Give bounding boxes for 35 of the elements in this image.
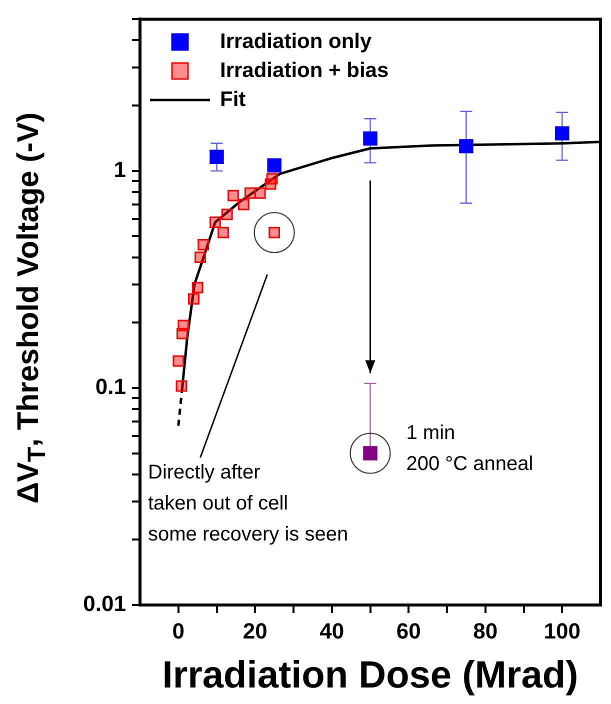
legend-label: Fit (220, 88, 246, 112)
y-tick-label: 0.01 (83, 591, 126, 616)
point (244, 187, 256, 199)
point (254, 187, 266, 199)
point (192, 282, 204, 294)
point (172, 355, 184, 367)
point (198, 239, 210, 250)
x-tick-label: 60 (396, 618, 421, 644)
y-tick-label: 0.1 (95, 374, 126, 400)
point (221, 208, 233, 220)
point (194, 252, 206, 263)
y-tick-label: 1 (114, 156, 126, 182)
annotation: Directly after taken out of cell some recovery is seen (148, 462, 348, 546)
legend-label: Irradiation only (220, 30, 372, 54)
annotation: 1 min 200 °C anneal (406, 422, 534, 475)
x-tick-label: 40 (320, 618, 344, 644)
point (210, 216, 221, 228)
point (238, 198, 250, 210)
point (210, 150, 224, 164)
point (228, 190, 239, 202)
x-axis-title: Irradiation Dose (Mrad) (162, 654, 578, 697)
x-tick-label: 80 (473, 618, 498, 644)
point (555, 126, 570, 140)
x-tick-label: 100 (544, 618, 580, 644)
legend-label: Irradiation + bias (220, 58, 389, 83)
point (188, 293, 200, 305)
point (266, 173, 278, 184)
x-tick-label: 20 (242, 618, 268, 644)
point (267, 158, 282, 173)
point (363, 131, 378, 146)
point (176, 328, 188, 340)
point (459, 139, 474, 154)
point (218, 226, 229, 238)
x-tick-label: 0 (172, 618, 184, 644)
point (176, 380, 188, 392)
